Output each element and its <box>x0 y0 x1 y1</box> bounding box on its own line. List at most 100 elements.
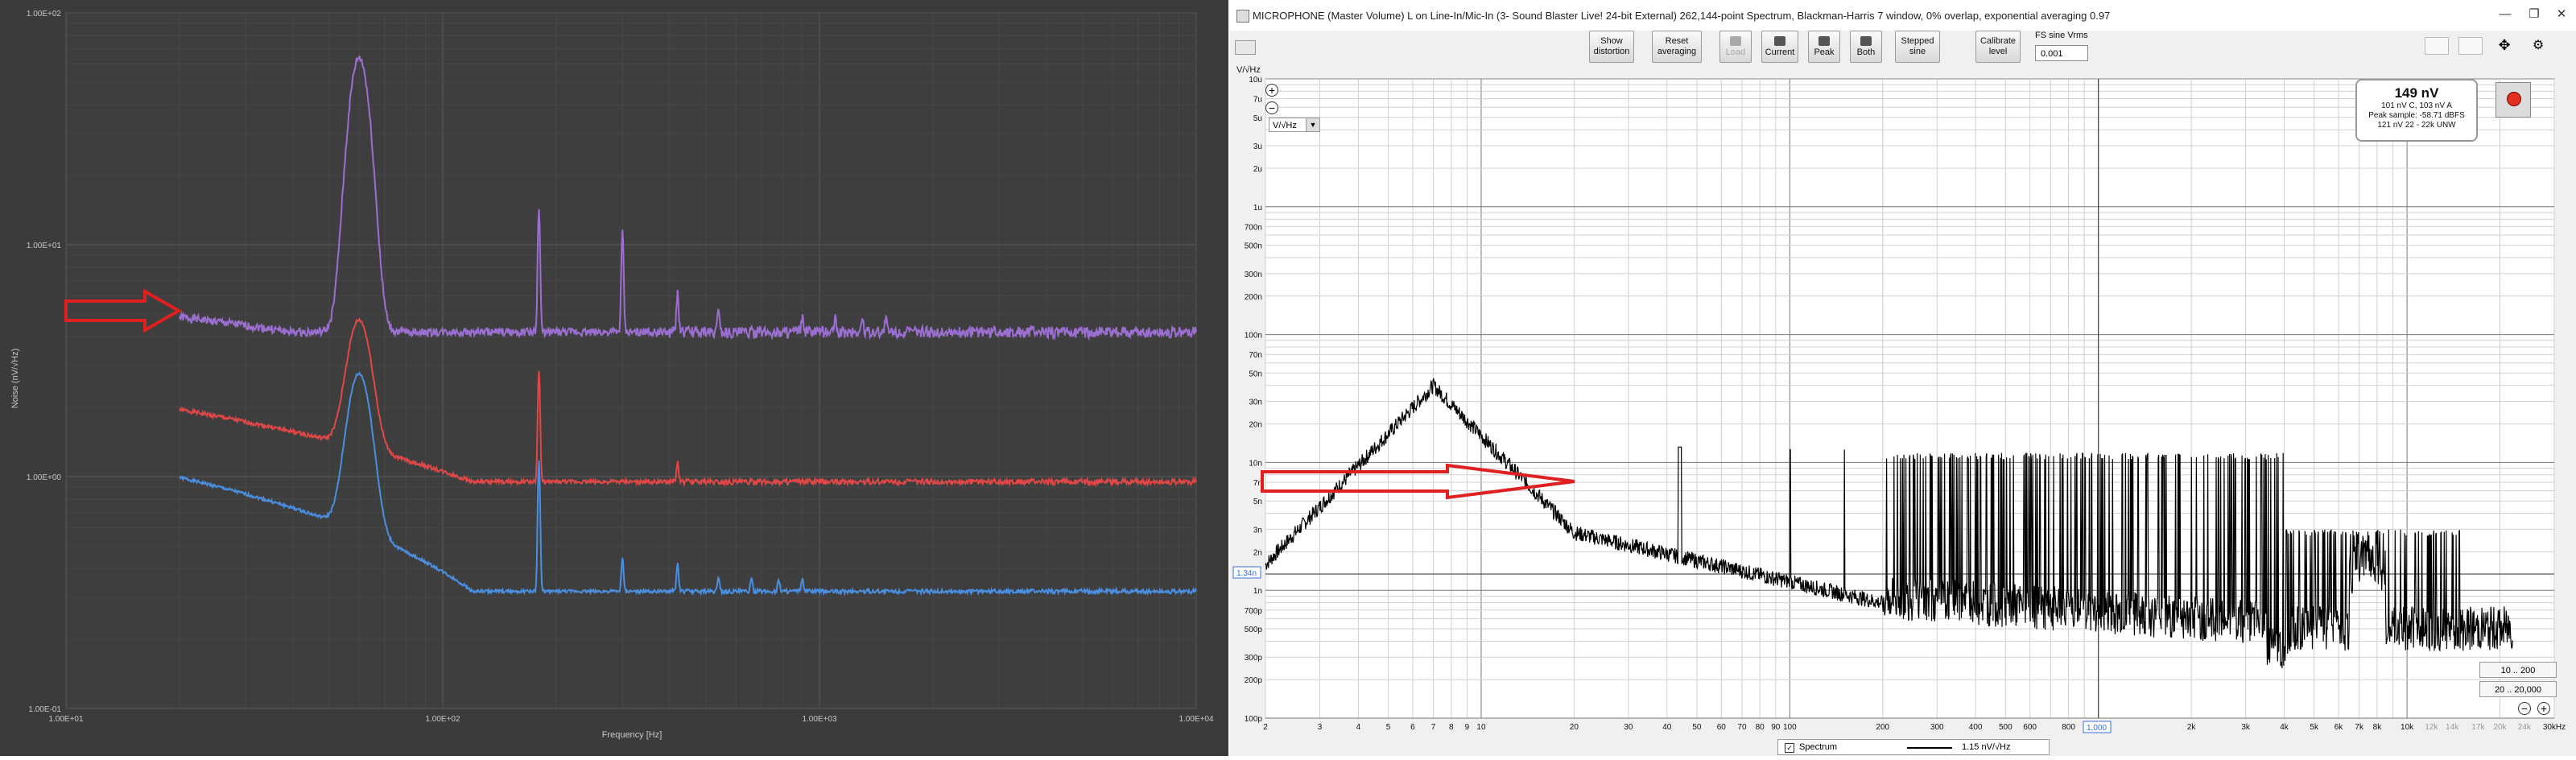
x-tick-label: 1.00E+03 <box>802 715 837 724</box>
right-arrow <box>1261 463 1575 500</box>
move-icon[interactable]: ✥ <box>2498 37 2511 53</box>
load-button[interactable]: Load <box>1719 31 1752 63</box>
x-tick-label: 80 <box>1756 723 1765 732</box>
y-tick-label: 700n <box>1245 223 1262 232</box>
restore-button[interactable]: ❐ <box>2529 7 2540 21</box>
x-cursor-label: 1,000 <box>2087 724 2107 733</box>
unit-select[interactable]: V/√Hz ▼ <box>1269 118 1320 132</box>
layout-icon[interactable] <box>2458 37 2483 55</box>
y-tick-label: 500p <box>1245 626 1263 634</box>
fs-sine-input[interactable]: 0.001 <box>2035 45 2088 61</box>
y-tick-label: 7n <box>1253 479 1262 488</box>
spectrum-grid <box>1265 78 2555 719</box>
y-tick-label: 2n <box>1253 548 1262 557</box>
rew-spectrum-window: MICROPHONE (Master Volume) L on Line-In/… <box>1230 0 2576 756</box>
x-tick-label: 1.00E+02 <box>425 715 460 724</box>
y-tick-label: 2u <box>1253 165 1262 174</box>
y-tick-label: 1.00E+02 <box>27 10 62 19</box>
reset-averaging-button[interactable]: Reset averaging <box>1652 31 1702 63</box>
y-tick-label: 1u <box>1253 204 1262 213</box>
x-tick-label: 4 <box>1356 723 1361 732</box>
left-arrow <box>64 288 183 333</box>
x-tick-label: 50 <box>1692 723 1702 732</box>
range-10-200-button[interactable]: 10 .. 200 <box>2479 662 2557 678</box>
chevron-down-icon: ▼ <box>1306 118 1319 131</box>
y-tick-label: 10n <box>1249 459 1262 468</box>
y-units-label: V/√Hz <box>1236 65 1261 75</box>
x-tick-label: 3 <box>1318 723 1323 732</box>
x-tick-label: 1.00E+04 <box>1179 715 1214 724</box>
x-tick-label: 17k <box>2471 723 2485 732</box>
show-distortion-button[interactable]: Show distortion <box>1589 31 1634 63</box>
noise-plot-panel: Noise (nV/√Hz) Frequency [Hz] 1.00E+02 1.… <box>0 0 1228 756</box>
gear-icon[interactable]: ⚙ <box>2532 39 2545 52</box>
x-tick-label: 8k <box>2373 723 2383 732</box>
record-icon <box>2507 92 2521 106</box>
unweighted-level: 121 nV 22 - 22k UNW <box>2377 121 2456 130</box>
record-button[interactable] <box>2496 82 2531 118</box>
range-20-20000-button[interactable]: 20 .. 20,000 <box>2479 681 2557 697</box>
level-value: 149 nV <box>2394 85 2439 101</box>
save-icon <box>1730 35 1741 46</box>
close-button[interactable]: ✕ <box>2556 7 2567 21</box>
y-tick-label: 100p <box>1245 715 1263 724</box>
level-weighted: 101 nV C, 103 nV A <box>2381 101 2452 110</box>
app-icon <box>1236 10 1249 23</box>
zoom-out-icon[interactable]: − <box>1265 101 1278 114</box>
peak-button[interactable]: Peak <box>1808 31 1840 63</box>
x-tick-label: 12k <box>2425 723 2438 732</box>
both-button[interactable]: Both <box>1850 31 1882 63</box>
y-tick-label: 20n <box>1249 421 1262 430</box>
noise-plot-ticks: 1.00E+021.00E+011.00E+001.00E-011.00E+01… <box>27 10 1214 724</box>
purple-curve <box>178 56 1197 341</box>
legend-label: Spectrum <box>1799 742 1838 752</box>
x-tick-label: 500 <box>1999 723 2013 732</box>
y-tick-label: 30n <box>1249 399 1262 407</box>
plot-area <box>1265 78 2555 719</box>
calibrate-level-button[interactable]: Calibrate level <box>1975 31 2021 63</box>
legend-line <box>1907 747 1952 749</box>
x-tick-label: 10k <box>2401 723 2414 732</box>
window-title: MICROPHONE (Master Volume) L on Line-In/… <box>1253 10 2111 22</box>
legend-value: 1.15 nV/√Hz <box>1962 742 2011 752</box>
spectrum-graph[interactable]: 10u 7u 5u 3u 2u 1u 700n 500n 300n 200n 100n 70n 50n 3… <box>1230 0 2576 756</box>
y-tick-label: 200p <box>1245 676 1263 685</box>
x-tick-label: 2 <box>1263 723 1268 732</box>
x-tick-label: 40 <box>1662 723 1672 732</box>
zoom-out-x-icon[interactable]: − <box>2518 702 2531 715</box>
x-tick-label: 5k <box>2310 723 2319 732</box>
x-tick-label: 3k <box>2241 723 2251 732</box>
y-tick-label: 500n <box>1245 242 1262 251</box>
y-tick-label: 700p <box>1245 607 1263 616</box>
fs-sine-label: FS sine Vrms <box>2035 31 2088 40</box>
noise-plot: Noise (nV/√Hz) Frequency [Hz] 1.00E+02 1.… <box>10 10 1214 740</box>
x-tick-label: 14k <box>2446 723 2459 732</box>
x-tick-label: 90 <box>1771 723 1781 732</box>
x-tick-label: 70 <box>1737 723 1747 732</box>
x-tick-label: 4k <box>2280 723 2289 732</box>
noise-plot-ylabel: Noise (nV/√Hz) <box>10 349 20 409</box>
x-tick-label: 400 <box>1969 723 1983 732</box>
y-tick-label: 200n <box>1245 293 1262 302</box>
save-icon <box>1774 35 1785 46</box>
toolbar: Show distortion Reset averaging Load Curre… <box>1230 31 2576 69</box>
zoom-in-icon[interactable]: + <box>1265 84 1278 97</box>
current-button[interactable]: Current <box>1761 31 1798 63</box>
x-tick-label: 5 <box>1386 723 1391 732</box>
x-tick-label: 200 <box>1876 723 1889 732</box>
x-tick-label: 9 <box>1465 723 1470 732</box>
cursor-tool-icon[interactable] <box>2425 37 2449 55</box>
x-tick-label: 30kHz <box>2543 723 2566 732</box>
menu-dropdown-button[interactable] <box>1235 40 1256 55</box>
stepped-sine-button[interactable]: Stepped sine <box>1895 31 1940 63</box>
zoom-in-x-icon[interactable]: + <box>2537 702 2550 715</box>
y-tick-label: 3n <box>1253 526 1262 535</box>
x-tick-label: 7k <box>2355 723 2364 732</box>
spectrum-checkbox[interactable]: ✓ <box>1785 743 1794 753</box>
y-tick-label: 10u <box>1249 76 1262 85</box>
y-tick-label: 70n <box>1249 351 1262 360</box>
x-tick-label: 10 <box>1476 723 1486 732</box>
minimize-button[interactable]: — <box>2499 7 2512 21</box>
x-tick-label: 20k <box>2493 723 2507 732</box>
level-info-box: 149 nV 101 nV C, 103 nV A Peak sample: -… <box>2355 79 2478 142</box>
